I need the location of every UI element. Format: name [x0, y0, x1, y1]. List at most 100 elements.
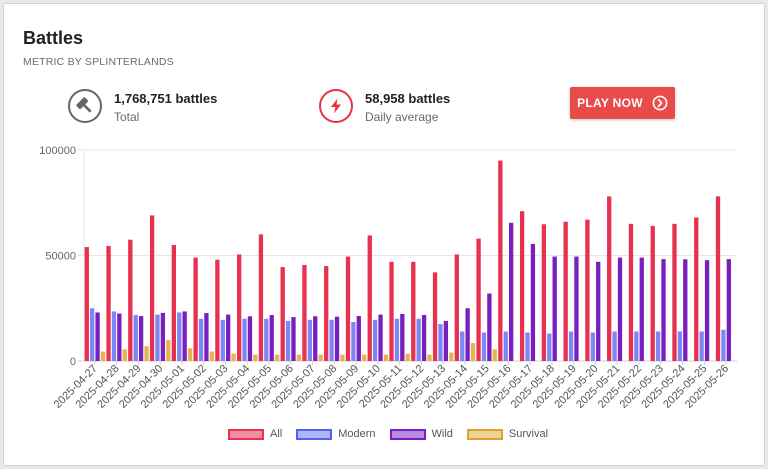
bar-wild	[704, 260, 710, 361]
bar-modern	[547, 333, 552, 361]
bar-modern	[699, 331, 704, 361]
bar-all	[237, 254, 242, 361]
bar-all	[672, 223, 677, 361]
bar-modern	[634, 331, 639, 361]
bar-all	[454, 254, 459, 361]
bar-modern	[111, 311, 117, 361]
bar-wild	[487, 293, 492, 361]
bar-survival	[405, 353, 410, 361]
bar-survival	[100, 351, 106, 361]
bar-wild	[160, 312, 166, 361]
bar-survival	[427, 354, 432, 361]
legend-swatch-modern	[296, 428, 333, 440]
bar-wild	[356, 316, 361, 361]
daily-average-label: Daily average	[365, 110, 439, 124]
bar-wild	[334, 316, 340, 361]
bar-all	[149, 215, 155, 361]
bar-modern	[525, 332, 530, 361]
bar-wild	[639, 257, 644, 361]
legend-item-survival[interactable]: Survival	[466, 428, 549, 440]
bar-survival	[470, 343, 476, 361]
bar-modern	[242, 318, 247, 361]
daily-average-value: 58,958 battles	[365, 91, 451, 106]
bar-modern	[177, 312, 182, 361]
bar-modern	[416, 318, 421, 361]
bar-all	[345, 256, 351, 361]
bar-modern	[394, 318, 400, 361]
bar-wild	[465, 308, 470, 361]
legend-swatch-wild	[389, 428, 426, 440]
gavel-icon	[68, 89, 102, 123]
legend-label-all: All	[270, 428, 283, 440]
card-subtitle: METRIC BY SPLINTERLANDS	[23, 56, 174, 68]
play-now-label: PLAY NOW	[577, 96, 643, 110]
bar-survival	[274, 354, 280, 361]
bar-survival	[122, 349, 127, 361]
bar-all	[171, 244, 176, 361]
bar-modern	[133, 315, 138, 361]
bar-all	[215, 259, 220, 361]
bar-all	[607, 196, 612, 361]
bar-all	[585, 219, 590, 361]
bar-modern	[568, 331, 574, 361]
bar-all	[694, 217, 699, 361]
legend-item-wild[interactable]: Wild	[389, 428, 453, 440]
bar-wild	[182, 311, 187, 361]
bar-modern	[503, 331, 508, 361]
legend-label-modern: Modern	[338, 428, 376, 440]
bar-modern	[677, 331, 683, 361]
bar-survival	[340, 354, 345, 361]
bar-modern	[438, 324, 443, 361]
bar-all	[258, 234, 264, 361]
y-tick-label: 50000	[45, 251, 76, 263]
bar-all	[302, 264, 307, 361]
bar-wild	[291, 317, 296, 361]
bar-survival	[187, 348, 193, 361]
bar-wild	[313, 316, 318, 361]
bar-all	[193, 257, 198, 361]
bar-modern	[307, 319, 312, 361]
bar-wild	[617, 257, 623, 361]
bar-survival	[318, 354, 323, 361]
bar-all	[650, 225, 655, 361]
bar-survival	[231, 353, 236, 361]
bar-wild	[226, 314, 231, 361]
bar-all	[84, 247, 89, 361]
bar-modern	[460, 331, 465, 361]
bar-wild	[138, 316, 144, 361]
bar-wild	[95, 312, 100, 361]
chevron-right-circle-icon	[652, 95, 668, 111]
bar-all	[411, 261, 416, 361]
battles-bar-chart: 0500001000002025-04-272025-04-282025-04-…	[39, 145, 737, 411]
bar-all	[324, 266, 329, 361]
bar-modern	[198, 318, 204, 361]
bar-wild	[400, 313, 405, 361]
bar-modern	[90, 308, 95, 361]
bar-modern	[373, 319, 378, 361]
bar-modern	[721, 329, 726, 361]
battles-card: Battles METRIC BY SPLINTERLANDS 1,768,75…	[3, 3, 765, 466]
legend-label-survival: Survival	[508, 428, 549, 440]
bar-all	[432, 272, 438, 361]
play-now-button[interactable]: PLAY NOW	[570, 87, 675, 119]
bar-survival	[166, 339, 171, 361]
bar-modern	[481, 332, 487, 361]
bar-wild	[421, 315, 427, 361]
bar-all	[476, 238, 481, 361]
bar-all	[541, 224, 547, 361]
bar-survival	[296, 354, 302, 361]
bar-all	[106, 246, 111, 361]
bar-all	[563, 221, 568, 361]
legend-swatch-survival	[466, 428, 503, 440]
bar-wild	[204, 313, 209, 361]
bar-all	[128, 239, 133, 361]
bar-modern	[351, 321, 356, 361]
bar-wild	[443, 320, 448, 361]
legend-item-all[interactable]: All	[228, 428, 282, 440]
bar-modern	[590, 332, 595, 361]
total-battles-value: 1,768,751 battles	[114, 91, 218, 106]
bar-all	[389, 261, 394, 361]
bar-survival	[449, 352, 454, 361]
bar-all	[519, 211, 525, 361]
legend-item-modern[interactable]: Modern	[296, 428, 376, 440]
